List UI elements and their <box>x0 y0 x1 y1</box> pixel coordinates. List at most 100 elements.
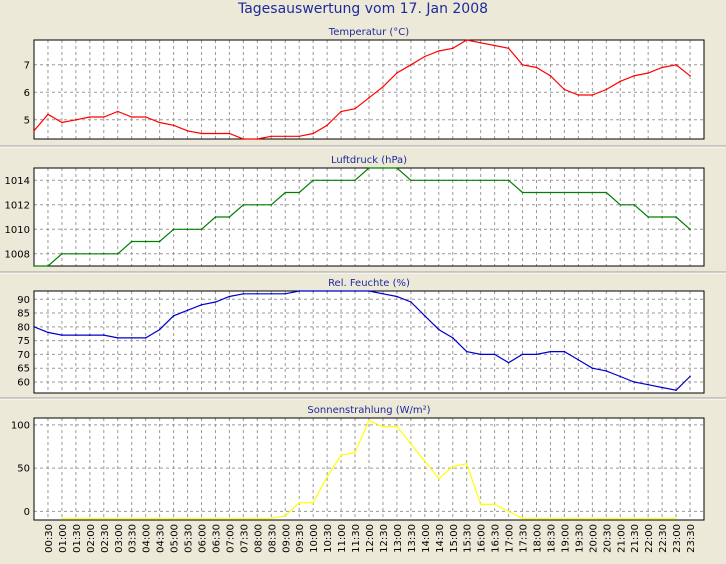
chart-title: Sonnenstrahlung (W/m²) <box>307 405 430 416</box>
data-point <box>577 94 580 96</box>
data-point <box>228 216 231 218</box>
data-point <box>75 517 77 520</box>
data-point <box>591 367 594 370</box>
data-point <box>689 375 691 378</box>
data-point <box>242 138 245 140</box>
y-tick-label: 85 <box>17 309 30 320</box>
data-point <box>661 216 663 218</box>
y-tick-label: 1014 <box>5 176 30 187</box>
data-point <box>172 124 175 127</box>
chart-panel-4: Sonnenstrahlung (W/m²) 0 50 100 <box>0 397 726 521</box>
data-point <box>410 443 412 445</box>
data-point <box>186 309 189 312</box>
data-point <box>326 476 328 478</box>
x-tick-label: 12:30 <box>379 524 390 553</box>
data-point <box>75 119 77 121</box>
data-point <box>396 425 398 428</box>
data-point <box>33 265 35 267</box>
x-tick-label: 23:30 <box>686 524 697 553</box>
data-point <box>493 44 496 47</box>
y-tick-label: 80 <box>17 322 30 333</box>
x-tick-label: 11:30 <box>351 524 362 553</box>
data-point <box>689 75 691 77</box>
data-point <box>172 315 175 317</box>
data-point <box>312 132 315 135</box>
data-point <box>214 132 217 135</box>
data-point <box>661 517 663 520</box>
data-point <box>130 337 133 339</box>
y-tick-label: 50 <box>17 464 30 475</box>
x-tick-label: 05:30 <box>184 524 195 553</box>
data-point <box>214 517 217 520</box>
data-point <box>438 179 440 182</box>
data-point <box>75 253 77 255</box>
data-point <box>619 375 622 378</box>
data-point <box>117 110 119 113</box>
x-tick-label: 15:00 <box>449 524 460 553</box>
x-tick-label: 20:30 <box>602 524 613 553</box>
data-point <box>633 75 635 77</box>
data-point <box>507 361 510 364</box>
data-point <box>521 353 524 356</box>
data-point <box>326 290 328 292</box>
data-point <box>619 80 622 83</box>
x-tick-label: 19:00 <box>560 524 571 553</box>
data-point <box>312 501 315 504</box>
data-point <box>368 290 370 292</box>
data-point <box>577 359 580 361</box>
data-point <box>549 75 552 77</box>
data-point <box>89 334 91 336</box>
data-point <box>270 293 273 295</box>
data-point <box>368 419 370 422</box>
data-point <box>452 47 454 50</box>
x-tick-label: 02:30 <box>100 524 111 553</box>
x-tick-label: 08:00 <box>253 524 264 553</box>
x-tick-label: 23:00 <box>672 524 683 553</box>
data-point <box>270 135 273 138</box>
data-point <box>130 116 133 118</box>
data-point <box>479 179 482 182</box>
y-tick-label: 5 <box>24 115 30 126</box>
x-tick-label: 05:00 <box>170 524 181 553</box>
data-point <box>214 216 217 218</box>
data-point <box>382 293 384 295</box>
data-point <box>284 135 287 138</box>
data-point <box>200 228 203 231</box>
plot-frame <box>33 39 705 140</box>
x-tick-label: 01:30 <box>72 524 83 553</box>
data-point <box>410 301 412 303</box>
data-point <box>424 315 426 317</box>
data-point <box>298 290 301 292</box>
x-tick-label: 17:00 <box>505 524 516 553</box>
data-point <box>158 121 161 124</box>
data-point <box>298 501 301 504</box>
data-point <box>382 425 384 428</box>
x-tick-label: 00:30 <box>44 524 55 553</box>
chart-panel-1: Temperatur (°C) 5 6 7 <box>24 27 705 140</box>
data-point <box>605 370 608 372</box>
data-point <box>368 167 370 169</box>
y-tick-label: 1008 <box>5 249 30 260</box>
data-point <box>61 334 63 336</box>
data-point <box>47 265 49 267</box>
x-tick-label: 21:30 <box>630 524 641 553</box>
x-tick-label: 11:00 <box>337 524 348 553</box>
data-point <box>675 216 677 218</box>
x-tick-label: 07:00 <box>225 524 236 553</box>
x-tick-label: 12:00 <box>365 524 376 553</box>
data-point <box>438 477 440 480</box>
series-line <box>34 167 691 267</box>
data-point <box>619 204 622 206</box>
data-point <box>326 179 328 182</box>
x-tick-label: 06:30 <box>212 524 223 553</box>
y-tick-label: 7 <box>24 60 30 71</box>
x-tick-label: 21:00 <box>616 524 627 553</box>
data-point <box>493 353 496 356</box>
data-point <box>103 253 105 255</box>
data-point <box>689 228 691 231</box>
data-point <box>438 328 440 331</box>
data-point <box>103 116 105 118</box>
data-point <box>382 86 384 88</box>
data-point <box>465 463 468 465</box>
